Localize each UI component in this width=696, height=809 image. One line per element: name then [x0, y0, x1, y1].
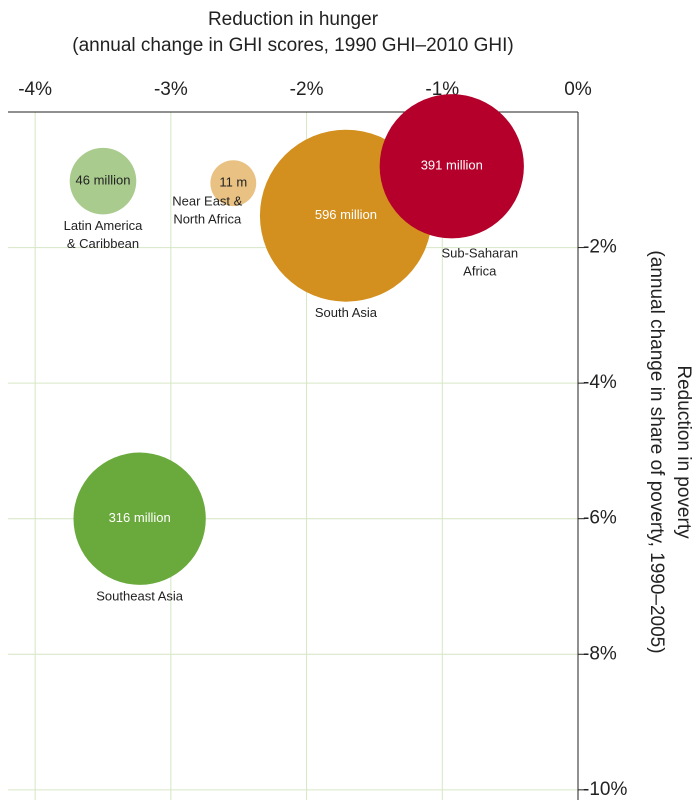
y-axis-title: (annual change in share of poverty, 1990…: [646, 250, 667, 653]
bubble: [69, 147, 137, 215]
region-label: South Asia: [315, 305, 378, 320]
region-label: Sub-Saharan: [441, 245, 518, 260]
y-axis-title: Reduction in poverty: [673, 365, 694, 539]
region-label: Southeast Asia: [96, 588, 183, 603]
bubble-value-label: 316 million: [109, 510, 171, 525]
y-tick-label: -8%: [583, 643, 617, 664]
bubble: [73, 452, 206, 585]
x-tick-label: -4%: [18, 79, 52, 100]
bubble-value-label: 46 million: [76, 173, 131, 188]
region-label: Near East &: [172, 193, 242, 208]
x-tick-label: 0%: [564, 79, 592, 100]
y-tick-label: -10%: [583, 779, 627, 800]
region-label: North Africa: [173, 211, 242, 226]
x-tick-label: -3%: [154, 79, 188, 100]
bubble-value-label: 11 m: [219, 175, 247, 190]
x-axis-title: (annual change in GHI scores, 1990 GHI–2…: [72, 35, 513, 56]
region-label: Latin America: [64, 218, 144, 233]
bubble: [210, 160, 257, 207]
y-tick-label: -6%: [583, 508, 617, 529]
bubble: [379, 94, 524, 239]
x-tick-label: -2%: [290, 79, 324, 100]
x-axis-title: Reduction in hunger: [208, 9, 379, 30]
region-label: Africa: [463, 263, 497, 278]
bubble-value-label: 391 million: [421, 158, 483, 173]
y-tick-label: -2%: [583, 237, 617, 258]
bubble-value-label: 596 million: [315, 207, 377, 222]
region-label: & Caribbean: [67, 236, 139, 251]
y-tick-label: -4%: [583, 372, 617, 393]
